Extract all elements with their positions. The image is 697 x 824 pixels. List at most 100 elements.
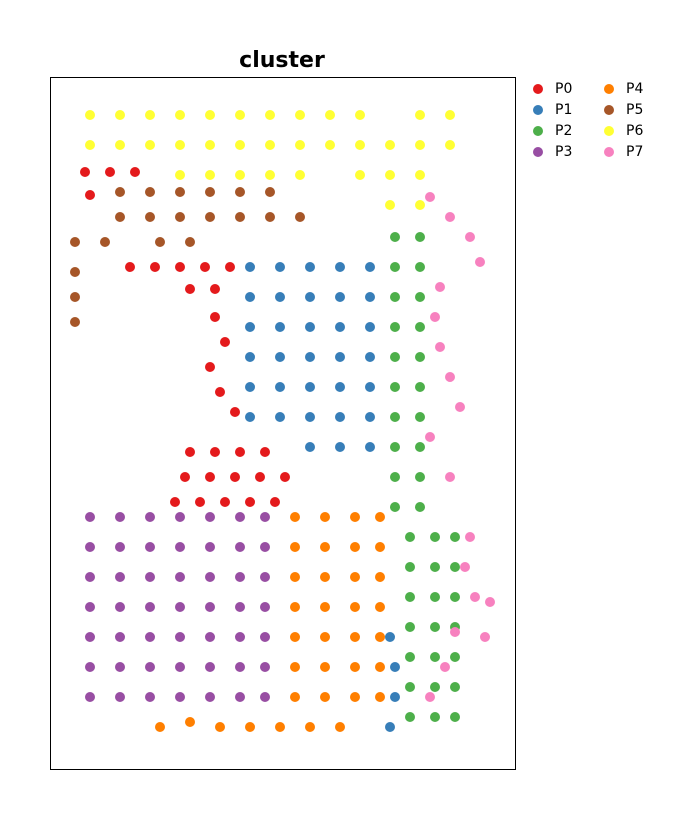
point [390, 442, 400, 452]
point [205, 512, 215, 522]
point [255, 472, 265, 482]
point [365, 352, 375, 362]
point [175, 662, 185, 672]
point [145, 662, 155, 672]
point [415, 292, 425, 302]
point [145, 692, 155, 702]
point [220, 497, 230, 507]
point [80, 167, 90, 177]
point [205, 662, 215, 672]
point [365, 292, 375, 302]
point [180, 472, 190, 482]
point [430, 312, 440, 322]
point [390, 232, 400, 242]
point [205, 362, 215, 372]
point [405, 592, 415, 602]
point [390, 322, 400, 332]
point [275, 412, 285, 422]
point [210, 284, 220, 294]
point [460, 562, 470, 572]
point [415, 322, 425, 332]
legend-label: P4 [626, 81, 643, 97]
point [70, 317, 80, 327]
point [235, 512, 245, 522]
point [260, 602, 270, 612]
point [320, 632, 330, 642]
point [265, 212, 275, 222]
point [115, 542, 125, 552]
point [115, 110, 125, 120]
point [435, 342, 445, 352]
point [235, 602, 245, 612]
point [485, 597, 495, 607]
point [235, 170, 245, 180]
legend-marker [604, 126, 614, 136]
point [305, 292, 315, 302]
point [220, 337, 230, 347]
point [175, 512, 185, 522]
point [390, 662, 400, 672]
point [305, 412, 315, 422]
point [105, 167, 115, 177]
point [215, 722, 225, 732]
point [260, 632, 270, 642]
point [145, 140, 155, 150]
point [450, 592, 460, 602]
point [480, 632, 490, 642]
point [320, 602, 330, 612]
point [185, 717, 195, 727]
point [290, 632, 300, 642]
point [175, 692, 185, 702]
point [350, 692, 360, 702]
point [445, 372, 455, 382]
point [70, 292, 80, 302]
point [175, 140, 185, 150]
point [365, 442, 375, 452]
point [70, 237, 80, 247]
point [305, 322, 315, 332]
point [405, 532, 415, 542]
point [465, 232, 475, 242]
legend: P0 P1 P2 P3 P4 P5 P6 P7 [533, 81, 643, 160]
point [260, 542, 270, 552]
point [335, 292, 345, 302]
point [295, 170, 305, 180]
point [235, 692, 245, 702]
point [375, 632, 385, 642]
point [145, 110, 155, 120]
point [260, 512, 270, 522]
point [425, 192, 435, 202]
point [85, 602, 95, 612]
point [335, 382, 345, 392]
point [145, 542, 155, 552]
point [130, 167, 140, 177]
point [205, 110, 215, 120]
point [235, 187, 245, 197]
point [175, 212, 185, 222]
point [405, 682, 415, 692]
point [320, 572, 330, 582]
point [350, 572, 360, 582]
point [235, 572, 245, 582]
point [295, 110, 305, 120]
point [115, 187, 125, 197]
point [205, 542, 215, 552]
point [265, 110, 275, 120]
point [385, 722, 395, 732]
point [365, 322, 375, 332]
point [275, 292, 285, 302]
point [150, 262, 160, 272]
point [445, 110, 455, 120]
point [430, 622, 440, 632]
point [390, 692, 400, 702]
point [375, 512, 385, 522]
point [235, 447, 245, 457]
point [145, 572, 155, 582]
point [275, 322, 285, 332]
point [390, 352, 400, 362]
point [205, 572, 215, 582]
point [415, 472, 425, 482]
point [145, 512, 155, 522]
point [375, 602, 385, 612]
